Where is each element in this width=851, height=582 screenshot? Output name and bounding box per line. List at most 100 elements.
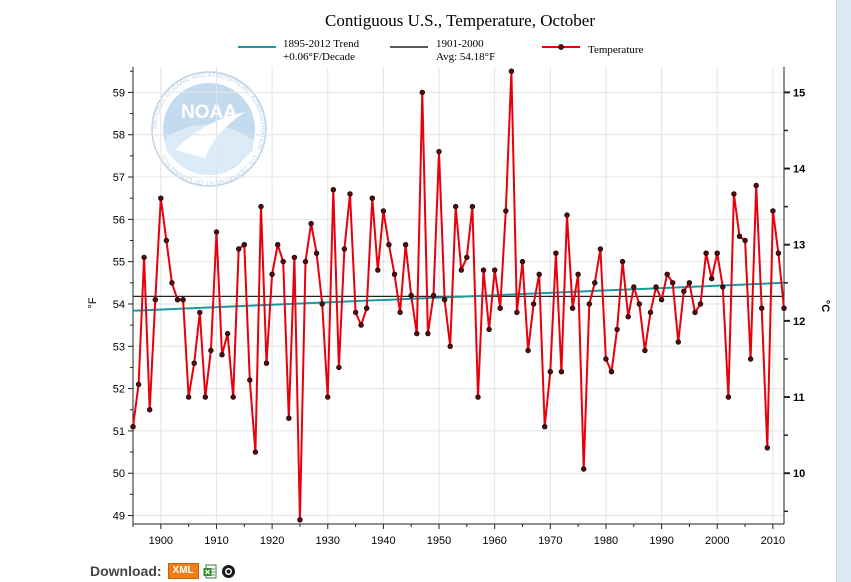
temperature-point xyxy=(130,424,136,430)
y2-tick-label: 10 xyxy=(793,468,805,480)
temperature-point xyxy=(569,305,576,311)
temperature-point xyxy=(213,229,220,235)
temperature-point xyxy=(592,280,598,286)
scrollbar-track[interactable] xyxy=(836,0,851,582)
x-tick-label: 2010 xyxy=(761,535,785,547)
y2-tick-label: 14 xyxy=(793,164,806,176)
x-tick-label: 1960 xyxy=(482,535,506,547)
temperature-point xyxy=(308,220,314,227)
temperature-point xyxy=(352,309,359,316)
temperature-point xyxy=(319,301,325,307)
temperature-point xyxy=(580,466,587,472)
temperature-point xyxy=(608,369,615,375)
temperature-point xyxy=(497,305,503,311)
ring-icon[interactable] xyxy=(221,564,236,579)
xml-download-button[interactable]: XML xyxy=(167,563,199,579)
temperature-point xyxy=(486,326,492,333)
temperature-point xyxy=(647,309,654,316)
temperature-points xyxy=(130,68,787,523)
x-tick-label: 1980 xyxy=(594,535,618,547)
temperature-point xyxy=(313,250,320,256)
temperature-point xyxy=(775,250,782,256)
temperature-point xyxy=(469,203,476,210)
y-tick-label: 56 xyxy=(113,214,125,226)
temperature-point xyxy=(603,356,609,362)
temperature-point xyxy=(180,297,186,303)
temperature-point xyxy=(541,424,548,430)
temperature-point xyxy=(402,242,409,248)
temperature-point xyxy=(770,208,776,214)
temperature-point xyxy=(347,191,353,197)
temperature-point xyxy=(530,301,537,307)
legend-average-label: 1901-2000 xyxy=(436,38,484,50)
temperature-point xyxy=(224,330,231,337)
temperature-point xyxy=(736,233,743,240)
temperature-point xyxy=(174,297,181,303)
temperature-point xyxy=(247,377,253,383)
temperature-point xyxy=(536,271,542,277)
temperature-point xyxy=(642,347,648,354)
legend-average-value: Avg: 54.18°F xyxy=(436,51,495,63)
temperature-point xyxy=(302,258,309,265)
temperature-point xyxy=(414,330,420,337)
temperature-point xyxy=(436,148,442,155)
temperature-point xyxy=(514,309,520,316)
temperature-point xyxy=(681,288,687,294)
temperature-point xyxy=(458,267,464,273)
temperature-point xyxy=(675,339,681,345)
temperature-point xyxy=(158,195,164,201)
temperature-point xyxy=(453,203,459,210)
temperature-point xyxy=(519,258,526,265)
temperature-point xyxy=(703,250,709,256)
y-tick-label: 57 xyxy=(113,172,125,184)
temperature-point xyxy=(525,347,531,354)
temperature-point xyxy=(163,237,170,244)
temperature-line xyxy=(132,70,785,521)
temperature-point xyxy=(664,271,670,277)
y-tick-label: 54 xyxy=(113,299,125,311)
temperature-point xyxy=(236,246,242,252)
temperature-point xyxy=(753,182,759,189)
temperature-point xyxy=(575,271,581,277)
temperature-point xyxy=(297,517,303,523)
legend: 1895-2012 Trend +0.06°F/Decade 1901-2000… xyxy=(238,38,644,63)
temperature-point xyxy=(241,242,248,248)
y2-tick-label: 13 xyxy=(793,240,805,252)
temperature-point xyxy=(358,322,364,328)
temperature-point xyxy=(441,297,448,303)
temperature-point xyxy=(185,394,192,400)
temperature-point xyxy=(708,275,715,282)
temperature-point xyxy=(625,314,631,320)
noaa-logo-watermark: NOAA NATIONAL OCEANIC AND ATMOSPHERIC AD… xyxy=(151,71,267,187)
excel-icon[interactable] xyxy=(203,564,217,579)
y-tick-label: 59 xyxy=(113,87,125,99)
temperature-point xyxy=(553,250,559,256)
temperature-point xyxy=(152,297,159,303)
x-tick-label: 1970 xyxy=(538,535,562,547)
temperature-point xyxy=(252,449,259,455)
temperature-point xyxy=(658,297,665,303)
temperature-point xyxy=(725,394,732,400)
y-tick-label: 55 xyxy=(113,257,125,269)
grid xyxy=(133,67,784,524)
temperature-point xyxy=(480,267,487,273)
trend-line xyxy=(132,281,785,312)
y-tick-label: 51 xyxy=(113,426,125,438)
legend-trend-rate: +0.06°F/Decade xyxy=(283,51,355,63)
temperature-point xyxy=(558,369,565,375)
temperature-point xyxy=(202,394,209,400)
temperature-point xyxy=(336,364,342,371)
temperature-point xyxy=(291,254,298,261)
y-tick-label: 49 xyxy=(113,511,125,523)
temperature-point xyxy=(631,284,637,290)
temperature-point xyxy=(475,394,481,400)
temperature-point xyxy=(636,301,642,307)
temperature-point xyxy=(508,68,515,74)
temperature-point xyxy=(280,258,286,265)
temperature-point xyxy=(597,246,604,252)
x-tick-label: 1940 xyxy=(371,535,395,547)
temperature-point xyxy=(447,343,453,349)
temperature-point xyxy=(191,360,197,366)
temperature-point xyxy=(742,237,748,244)
